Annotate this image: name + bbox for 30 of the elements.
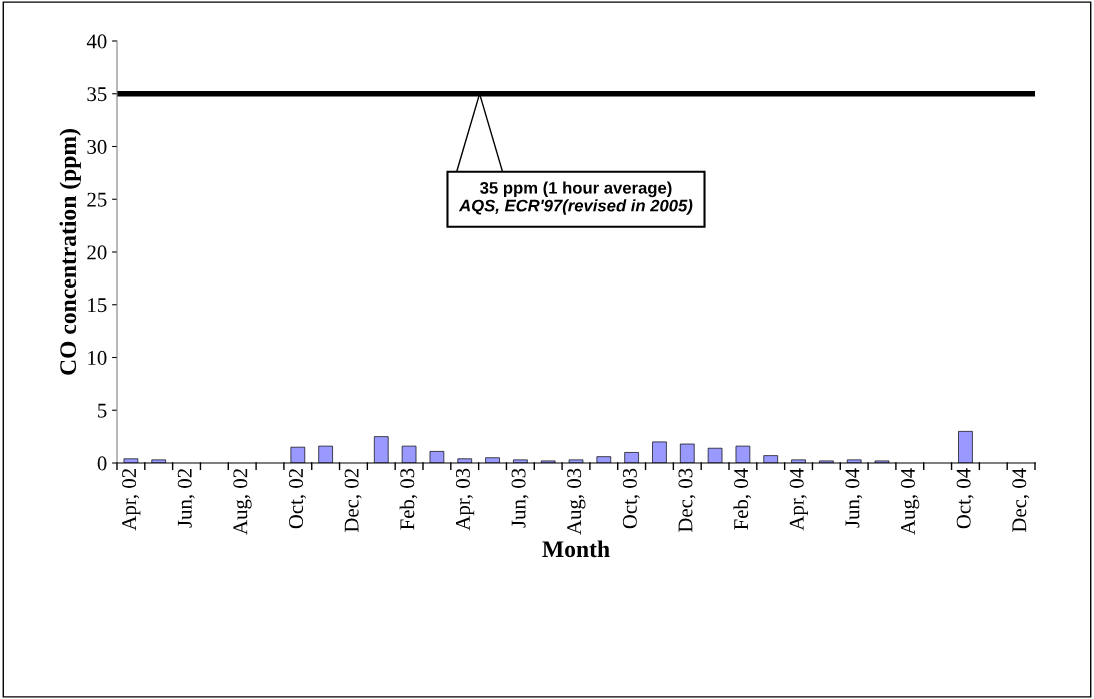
annotation: AQS, ECR'97(revised in 2005) — [458, 199, 693, 215]
x-tick-label: Dec, 04 — [1012, 468, 1030, 533]
x-tick-label: Oct, 04 — [956, 468, 974, 529]
y-tick-label: 10 — [88, 350, 107, 365]
x-tick-label: Dec, 03 — [678, 468, 696, 533]
y-tick-label: 40 — [86, 34, 107, 49]
x-tick-label: Aug, 04 — [900, 468, 920, 535]
x-tick-label: Feb, 03 — [399, 468, 418, 530]
x-tick-label: Jun, 02 — [177, 469, 195, 528]
x-tick-label: Jun, 04 — [845, 468, 863, 528]
x-tick-label: Oct, 02 — [288, 469, 307, 529]
x-tick-label: Apr, 02 — [122, 469, 141, 531]
x-tick-label: Dec, 02 — [344, 469, 362, 533]
y-tick-label: 20 — [87, 245, 107, 260]
x-tick-label: Feb, 04 — [733, 468, 752, 530]
y-tick-label: 35 — [87, 87, 107, 102]
x-tick-label: Jun, 03 — [511, 468, 529, 528]
x-tick-label: Aug, 02 — [233, 469, 252, 535]
x-tick-label: Oct, 03 — [622, 468, 640, 529]
ref-line-label: 35 ppm (1 hour average) — [480, 181, 672, 198]
y-tick-label: 25 — [87, 192, 107, 207]
y-tick-label: 30 — [87, 139, 107, 154]
x-tick-label: Aug, 03 — [567, 468, 586, 535]
x-tick-label: Apr, 04 — [789, 468, 808, 531]
y-tick-label: 15 — [88, 298, 107, 313]
x-tick-label: Apr, 03 — [455, 468, 475, 531]
x-axis-title: Month — [542, 540, 610, 558]
y-axis-title: CO concentration (ppm) — [59, 129, 81, 375]
y-tick-label: 0 — [97, 456, 107, 471]
y-tick-label: 5 — [98, 403, 107, 418]
